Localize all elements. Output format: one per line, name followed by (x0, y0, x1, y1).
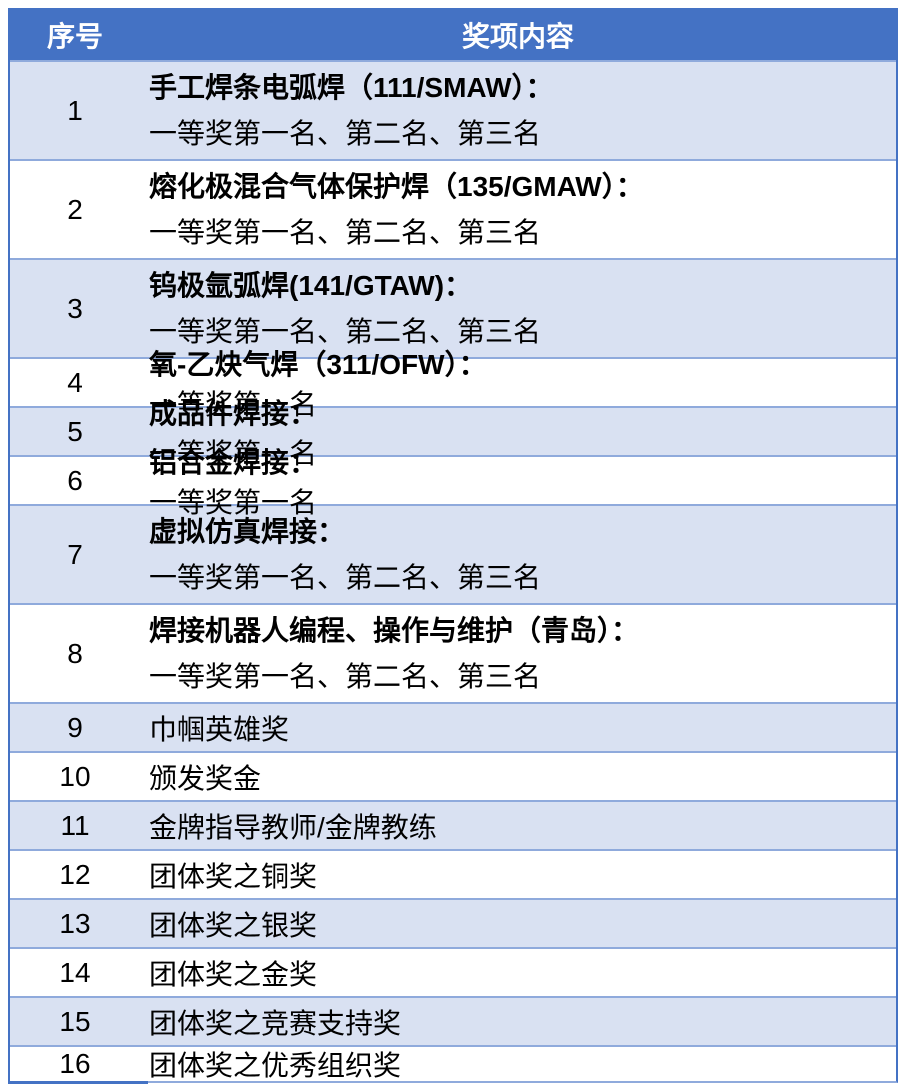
table-row: 10 颁发奖金 (10, 751, 896, 800)
row-content: 团体奖之金奖 (140, 949, 896, 996)
row-content: 氧-乙炔气焊（311/OFW）： 一等奖第一名 (140, 349, 896, 420)
award-detail: 团体奖之竞赛支持奖 (149, 1007, 402, 1039)
award-detail: 一等奖第一名 (149, 437, 318, 469)
row-content: 团体奖之铜奖 (140, 851, 896, 898)
row-number: 2 (67, 193, 83, 225)
row-number: 10 (59, 760, 91, 792)
row-content: 巾帼英雄奖 (140, 704, 896, 751)
award-title: 成品件焊接： (149, 397, 318, 429)
row-number: 6 (67, 464, 83, 496)
table-row: 11 金牌指导教师/金牌教练 (10, 800, 896, 849)
row-content: 团体奖之优秀组织奖 (140, 1047, 896, 1081)
row-number: 8 (67, 637, 83, 669)
row-number: 16 (59, 1048, 91, 1079)
award-title: 手工焊条电弧焊（111/SMAW）： (149, 71, 554, 103)
table-row: 3 钨极氩弧焊(141/GTAW)： 一等奖第一名、第二名、第三名 (10, 258, 896, 357)
table-bottom-border-segment (8, 1081, 148, 1084)
row-content: 金牌指导教师/金牌教练 (140, 802, 896, 849)
award-title: 熔化极混合气体保护焊（135/GMAW）： (149, 170, 644, 202)
table-row: 15 团体奖之竞赛支持奖 (10, 996, 896, 1045)
row-content: 钨极氩弧焊(141/GTAW)： 一等奖第一名、第二名、第三名 (140, 260, 896, 357)
award-detail: 团体奖之银奖 (149, 909, 318, 941)
header-col-no: 序号 (46, 21, 103, 52)
award-detail: 一等奖第一名、第二名、第三名 (149, 561, 542, 593)
table-row: 8 焊接机器人编程、操作与维护（青岛）： 一等奖第一名、第二名、第三名 (10, 603, 896, 702)
row-content: 手工焊条电弧焊（111/SMAW）： 一等奖第一名、第二名、第三名 (140, 62, 896, 159)
row-number: 1 (67, 94, 83, 126)
award-detail: 一等奖第一名、第二名、第三名 (149, 216, 542, 248)
row-content: 铝合金焊接： 一等奖第一名 (140, 447, 896, 518)
award-detail: 团体奖之金奖 (149, 958, 318, 990)
table-row: 7 虚拟仿真焊接： 一等奖第一名、第二名、第三名 (10, 504, 896, 603)
header-col-content: 奖项内容 (461, 21, 574, 52)
table-row: 5 成品件焊接： 一等奖第一名 (10, 398, 896, 469)
table-header-row: 序号 奖项内容 (10, 10, 896, 60)
row-number: 3 (67, 292, 83, 324)
awards-table: 序号 奖项内容 1 手工焊条电弧焊（111/SMAW）： 一等奖第一名、第二名、… (8, 8, 898, 1084)
table-row: 9 巾帼英雄奖 (10, 702, 896, 751)
award-detail: 一等奖第一名、第二名、第三名 (149, 315, 542, 347)
row-number: 7 (67, 538, 83, 570)
table-row: 16 团体奖之优秀组织奖 (10, 1045, 896, 1081)
row-number: 13 (59, 907, 91, 939)
award-title: 焊接机器人编程、操作与维护（青岛）： (149, 614, 640, 646)
award-detail: 颁发奖金 (149, 762, 262, 794)
row-content: 成品件焊接： 一等奖第一名 (140, 398, 896, 469)
award-detail: 一等奖第一名、第二名、第三名 (149, 660, 542, 692)
award-title: 氧-乙炔气焊（311/OFW）： (149, 348, 487, 380)
table-row: 14 团体奖之金奖 (10, 947, 896, 996)
row-content: 颁发奖金 (140, 753, 896, 800)
award-detail: 团体奖之优秀组织奖 (149, 1050, 402, 1081)
award-title: 铝合金焊接： (149, 446, 318, 478)
row-content: 虚拟仿真焊接： 一等奖第一名、第二名、第三名 (140, 506, 896, 603)
row-content: 焊接机器人编程、操作与维护（青岛）： 一等奖第一名、第二名、第三名 (140, 605, 896, 702)
row-number: 9 (67, 711, 83, 743)
award-detail: 一等奖第一名 (149, 486, 318, 518)
row-number: 4 (67, 366, 83, 398)
row-content: 团体奖之竞赛支持奖 (140, 998, 896, 1045)
row-content: 熔化极混合气体保护焊（135/GMAW）： 一等奖第一名、第二名、第三名 (140, 161, 896, 258)
award-detail: 一等奖第一名 (149, 388, 318, 420)
award-detail: 巾帼英雄奖 (149, 713, 290, 745)
award-title: 虚拟仿真焊接： (149, 515, 346, 547)
row-number: 14 (59, 956, 91, 988)
table-row: 4 氧-乙炔气焊（311/OFW）： 一等奖第一名 (10, 349, 896, 420)
table-row: 12 团体奖之铜奖 (10, 849, 896, 898)
award-detail: 团体奖之铜奖 (149, 860, 318, 892)
row-number: 15 (59, 1005, 91, 1037)
award-detail: 一等奖第一名、第二名、第三名 (149, 117, 542, 149)
table-row: 13 团体奖之银奖 (10, 898, 896, 947)
table-row: 6 铝合金焊接： 一等奖第一名 (10, 447, 896, 518)
row-number: 11 (60, 809, 90, 841)
table-row: 2 熔化极混合气体保护焊（135/GMAW）： 一等奖第一名、第二名、第三名 (10, 159, 896, 258)
row-content: 团体奖之银奖 (140, 900, 896, 947)
row-number: 5 (67, 415, 83, 447)
award-title: 钨极氩弧焊(141/GTAW)： (149, 269, 473, 301)
award-detail: 金牌指导教师/金牌教练 (149, 811, 437, 843)
table-row: 1 手工焊条电弧焊（111/SMAW）： 一等奖第一名、第二名、第三名 (10, 60, 896, 159)
row-number: 12 (59, 858, 91, 890)
